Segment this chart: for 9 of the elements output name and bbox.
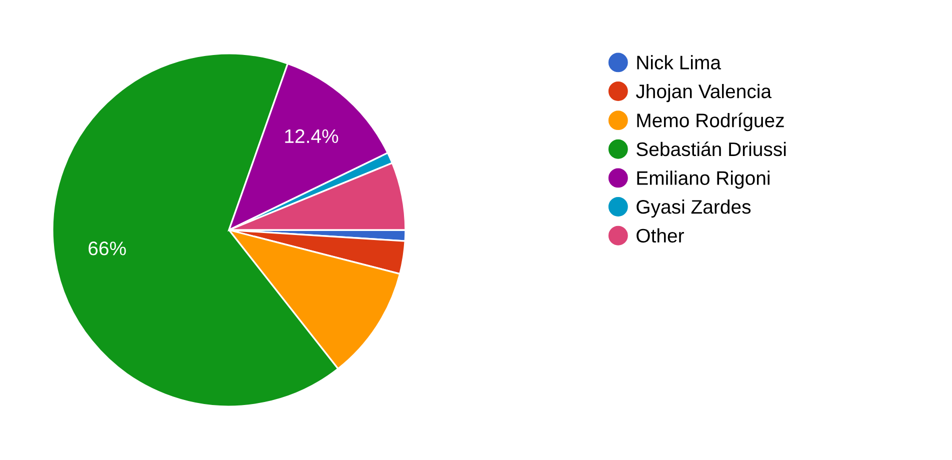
data-label: 12.4% xyxy=(285,129,338,143)
legend-label: Gyasi Zardes xyxy=(636,199,751,218)
legend-label: Sebastián Driussi xyxy=(636,142,786,156)
data-label: 66% xyxy=(88,242,126,256)
legend-label: Jhojan Valencia xyxy=(636,84,772,102)
legend-label: Nick Lima xyxy=(637,55,722,70)
legend-label: Emiliano Rigoni xyxy=(637,170,770,189)
legend-label: Other xyxy=(636,228,684,243)
legend-label: Memo Rodríguez xyxy=(637,112,784,132)
